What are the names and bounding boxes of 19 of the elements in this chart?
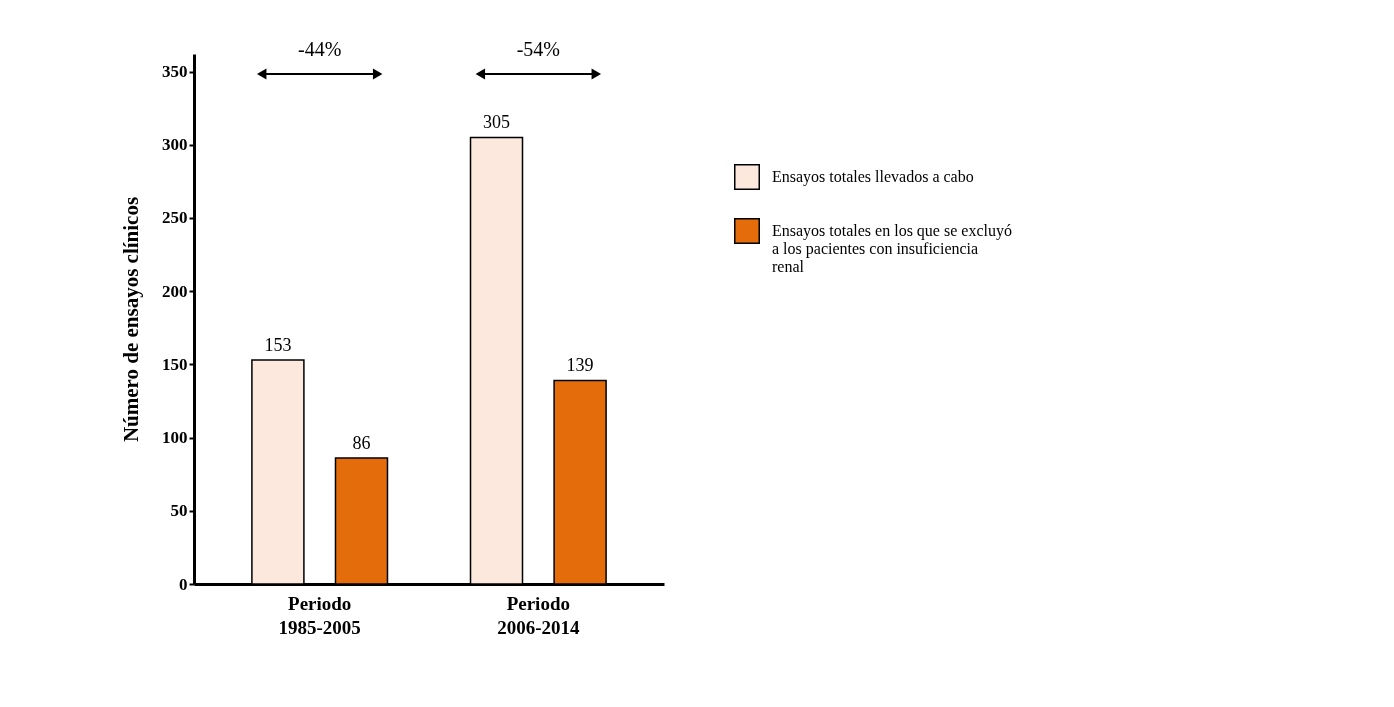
y-axis-title: Número de ensayos clínicos	[119, 196, 143, 443]
y-tick-label: 100	[162, 428, 188, 448]
x-tick-label: Periodo 1985-2005	[278, 592, 361, 638]
annotation: -44%	[298, 38, 342, 60]
y-tick-label: 0	[179, 574, 188, 594]
y-tick-label: 300	[162, 135, 188, 155]
y-tick-label: 350	[162, 62, 188, 82]
data-label: 86	[352, 433, 371, 454]
data-label: 305	[483, 112, 511, 133]
x-tick-label: Periodo 2006-2014	[497, 592, 580, 638]
legend-label: Ensayos totales llevados a cabo	[772, 168, 974, 186]
legend-label: Ensayos totales en los que se excluyó a los pacientes con insuficiencia renal	[772, 222, 1012, 275]
data-label: 139	[566, 355, 594, 376]
y-tick-label: 250	[162, 208, 188, 228]
y-tick-label: 200	[162, 281, 188, 301]
data-label: 153	[264, 334, 292, 355]
y-tick-label: 150	[162, 354, 188, 374]
y-tick-label: 50	[170, 501, 188, 521]
annotation: -54%	[516, 38, 560, 60]
